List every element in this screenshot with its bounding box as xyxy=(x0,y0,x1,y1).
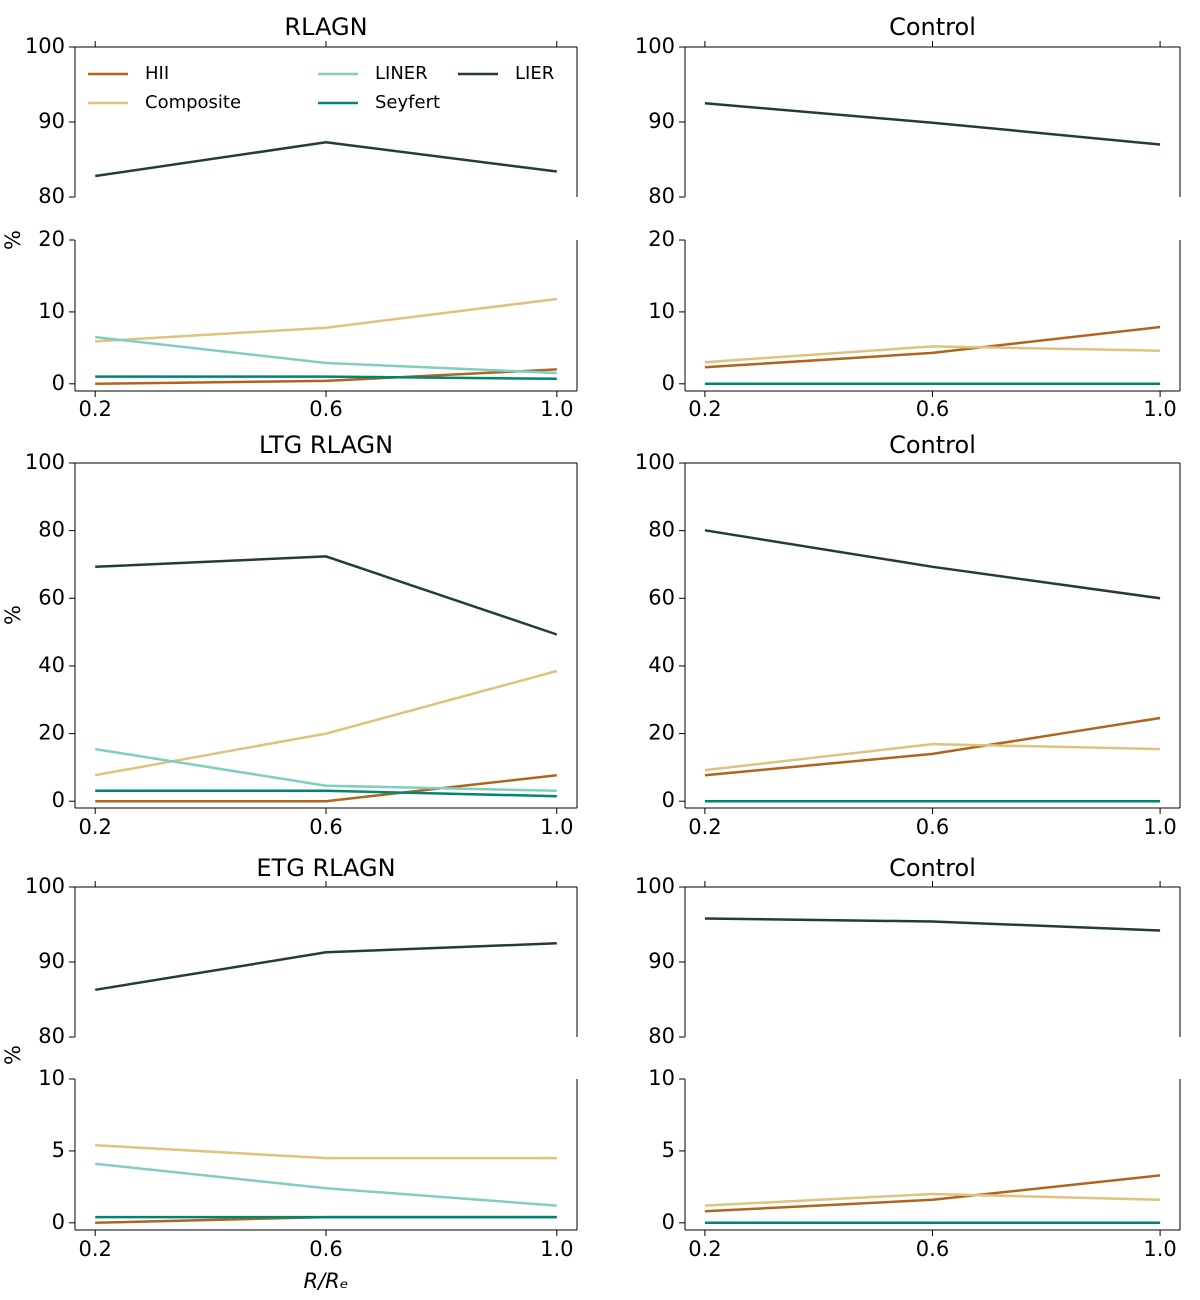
panel-title: RLAGN xyxy=(284,13,367,41)
legend-label: HII xyxy=(145,63,169,84)
panel-title: Control xyxy=(889,13,976,41)
x-tick-label: 0.6 xyxy=(916,1237,949,1261)
series-line xyxy=(704,742,1161,772)
y-tick-label: 80 xyxy=(648,518,675,542)
x-tick-label: 1.0 xyxy=(1143,815,1176,839)
y-tick-label: 10 xyxy=(648,1066,675,1090)
series-line xyxy=(95,747,557,793)
legend-label: LINER xyxy=(375,63,428,84)
series-line xyxy=(704,102,1161,146)
y-axis-label: % xyxy=(1,230,25,250)
y-tick-label: 100 xyxy=(635,34,675,58)
x-tick-label: 1.0 xyxy=(1143,397,1176,421)
y-tick-label: 10 xyxy=(38,299,65,323)
y-tick-label: 5 xyxy=(52,1138,65,1162)
panel-title: Control xyxy=(889,854,976,882)
y-tick-label: 100 xyxy=(635,450,675,474)
series-line xyxy=(95,1143,557,1160)
y-tick-label: 0 xyxy=(662,371,675,395)
y-axis-label: % xyxy=(1,1045,25,1065)
legend-label: Composite xyxy=(145,92,241,113)
legend-label: Seyfert xyxy=(375,92,440,113)
series-line xyxy=(95,555,558,636)
x-tick-label: 0.6 xyxy=(309,1237,342,1261)
x-tick-label: 0.6 xyxy=(309,397,342,421)
y-tick-label: 40 xyxy=(38,653,65,677)
x-axis-label: R/Rₑ xyxy=(303,1269,348,1293)
series-line xyxy=(704,1174,1161,1213)
series-line xyxy=(95,141,557,178)
y-tick-label: 0 xyxy=(52,371,65,395)
y-tick-label: 80 xyxy=(648,184,675,208)
series-line xyxy=(704,917,1161,932)
y-tick-label: 100 xyxy=(635,874,675,898)
y-tick-label: 80 xyxy=(38,518,65,542)
x-tick-label: 0.2 xyxy=(688,1237,721,1261)
y-tick-label: 90 xyxy=(648,949,675,973)
y-tick-label: 40 xyxy=(648,653,675,677)
y-tick-label: 20 xyxy=(38,721,65,745)
x-tick-label: 1.0 xyxy=(1143,1237,1176,1261)
y-tick-label: 80 xyxy=(38,184,65,208)
y-tick-label: 60 xyxy=(648,585,675,609)
panel-title: LTG RLAGN xyxy=(259,431,393,459)
y-tick-label: 0 xyxy=(662,788,675,812)
y-tick-label: 20 xyxy=(648,721,675,745)
series-line xyxy=(94,942,557,992)
y-tick-label: 100 xyxy=(25,34,65,58)
series-line xyxy=(704,345,1161,364)
y-tick-label: 60 xyxy=(38,585,65,609)
y-axis-label: % xyxy=(1,605,25,625)
y-tick-label: 0 xyxy=(662,1210,675,1234)
y-tick-label: 100 xyxy=(25,874,65,898)
y-tick-label: 80 xyxy=(648,1024,675,1048)
x-tick-label: 1.0 xyxy=(540,397,573,421)
series-line xyxy=(95,375,557,381)
y-tick-label: 10 xyxy=(38,1066,65,1090)
series-line xyxy=(704,716,1161,777)
series-line xyxy=(95,773,557,803)
series-line xyxy=(95,297,557,343)
y-tick-label: 20 xyxy=(648,227,675,251)
y-tick-label: 10 xyxy=(648,299,675,323)
series-line xyxy=(95,789,557,798)
x-tick-label: 1.0 xyxy=(540,1237,573,1261)
x-tick-label: 0.2 xyxy=(78,1237,111,1261)
y-tick-label: 0 xyxy=(52,788,65,812)
y-tick-label: 80 xyxy=(38,1024,65,1048)
series-line xyxy=(95,368,557,386)
y-tick-label: 90 xyxy=(38,949,65,973)
series-line xyxy=(704,529,1161,600)
x-tick-label: 0.2 xyxy=(78,815,111,839)
y-tick-label: 20 xyxy=(38,227,65,251)
x-tick-label: 0.6 xyxy=(916,815,949,839)
x-tick-label: 0.2 xyxy=(688,397,721,421)
x-tick-label: 0.6 xyxy=(916,397,949,421)
y-tick-label: 5 xyxy=(662,1138,675,1162)
x-tick-label: 0.2 xyxy=(78,397,111,421)
legend-label: LIER xyxy=(515,63,554,84)
y-tick-label: 90 xyxy=(38,109,65,133)
series-line xyxy=(95,1162,557,1207)
series-line xyxy=(704,1192,1161,1207)
series-line xyxy=(95,335,557,375)
y-tick-label: 90 xyxy=(648,109,675,133)
y-tick-label: 100 xyxy=(25,450,65,474)
x-tick-label: 0.6 xyxy=(309,815,342,839)
panel-title: ETG RLAGN xyxy=(256,854,395,882)
panel-title: Control xyxy=(889,431,976,459)
series-line xyxy=(704,325,1161,369)
y-tick-label: 0 xyxy=(52,1210,65,1234)
x-tick-label: 1.0 xyxy=(540,815,573,839)
x-tick-label: 0.2 xyxy=(688,815,721,839)
